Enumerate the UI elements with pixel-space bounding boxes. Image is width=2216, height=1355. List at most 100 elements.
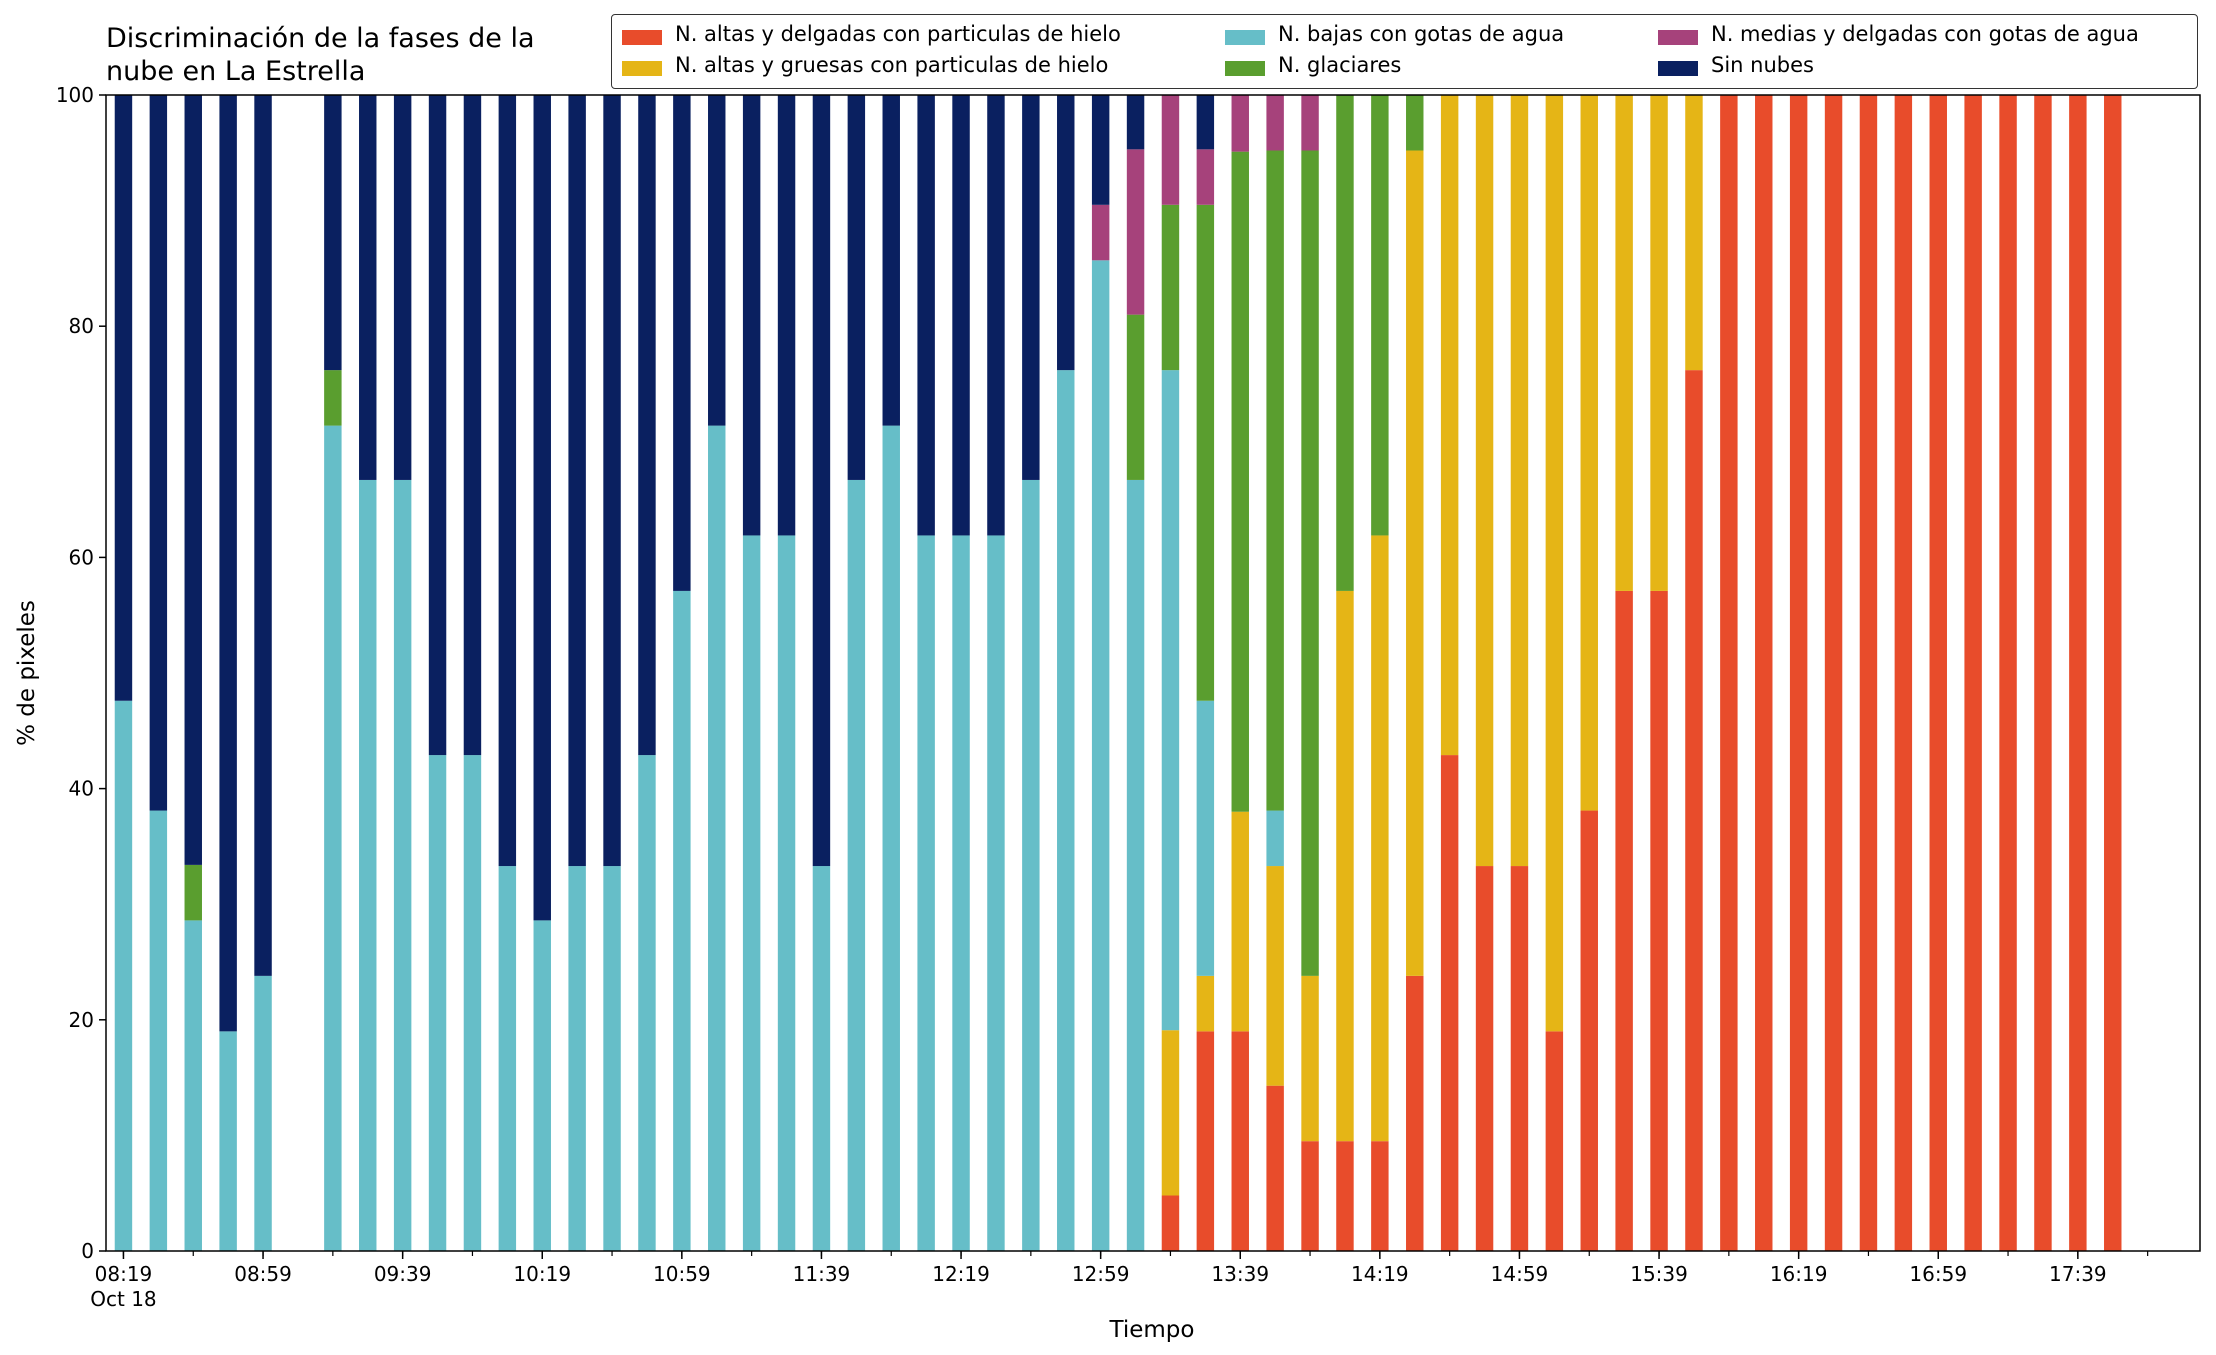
x-tick-label: 14:59 bbox=[1491, 1262, 1549, 1286]
x-tick-label: 13:39 bbox=[1211, 1262, 1269, 1286]
x-tick-label: 12:19 bbox=[932, 1262, 990, 1286]
bar-segment-sn bbox=[777, 95, 796, 536]
y-tick-label: 100 bbox=[56, 83, 94, 107]
bar-segment-gl bbox=[1126, 314, 1145, 480]
bar-segment-ad bbox=[1929, 95, 1947, 1251]
x-tick-label: 09:39 bbox=[374, 1262, 432, 1286]
bar-segment-sn bbox=[917, 95, 935, 536]
bar-segment-ag bbox=[1685, 95, 1703, 371]
bar-segment-sn bbox=[254, 95, 272, 976]
bar-segment-sn bbox=[393, 95, 412, 480]
legend-swatch bbox=[1225, 30, 1265, 45]
plot-frame bbox=[105, 94, 2201, 1252]
x-tick-label: 11:39 bbox=[793, 1262, 851, 1286]
y-tick-label: 40 bbox=[69, 777, 94, 801]
bar-segment-sn bbox=[359, 95, 377, 480]
chart-title-line-2: nube en La Estrella bbox=[106, 56, 366, 87]
x-tick-sublabel: Oct 18 bbox=[90, 1287, 156, 1311]
bar-segment-sn bbox=[219, 95, 237, 1032]
bar-segment-ad bbox=[1231, 1031, 1249, 1251]
bar-segment-ag bbox=[1615, 95, 1633, 591]
bar-segment-bw bbox=[952, 535, 970, 1251]
x-tick-label: 16:19 bbox=[1770, 1262, 1828, 1286]
bar-segment-ag bbox=[1545, 95, 1564, 1032]
bar-segment-md bbox=[1091, 204, 1110, 261]
bar-segment-gl bbox=[1371, 95, 1389, 536]
x-tick-label: 10:19 bbox=[513, 1262, 571, 1286]
bar-segment-ag bbox=[1196, 975, 1215, 1032]
legend-swatch bbox=[622, 30, 662, 45]
bar-segment-md bbox=[1266, 95, 1284, 151]
bar-segment-ad bbox=[1824, 95, 1843, 1251]
bar-segment-sn bbox=[708, 95, 726, 426]
bar-segment-ag bbox=[1231, 811, 1249, 1032]
bar-segment-ad bbox=[1720, 95, 1738, 1251]
bar-segment-ad bbox=[1685, 370, 1703, 1251]
y-tick-label: 20 bbox=[69, 1008, 94, 1032]
bar-segment-ad bbox=[1545, 1031, 1564, 1251]
bar-segment-bw bbox=[149, 810, 168, 1251]
bar-segment-sn bbox=[498, 95, 517, 867]
x-tick-label: 08:59 bbox=[234, 1262, 292, 1286]
x-tick-label: 17:39 bbox=[2049, 1262, 2107, 1286]
bar-segment-gl bbox=[1196, 204, 1215, 701]
legend-label: N. medias y delgadas con gotas de agua bbox=[1711, 22, 2139, 46]
bar-segment-sn bbox=[568, 95, 586, 867]
x-tick-label: 16:59 bbox=[1909, 1262, 1967, 1286]
bar-segment-sn bbox=[673, 95, 691, 591]
bar-segment-sn bbox=[324, 95, 342, 371]
bar-segment-sn bbox=[149, 95, 168, 811]
bar-segment-bw bbox=[1161, 370, 1180, 1031]
bar-segment-ad bbox=[2104, 95, 2122, 1251]
bar-segment-sn bbox=[1022, 95, 1040, 480]
bar-segment-bw bbox=[1196, 700, 1215, 976]
bar-segment-sn bbox=[603, 95, 621, 867]
bar-segment-bw bbox=[428, 755, 447, 1251]
bar-segment-sn bbox=[1057, 95, 1075, 371]
legend-label: N. altas y delgadas con particulas de hi… bbox=[675, 22, 1121, 46]
bar-segment-sn bbox=[533, 95, 551, 921]
bar-segment-ad bbox=[1336, 1141, 1354, 1251]
bar-segment-ag bbox=[1161, 1030, 1180, 1196]
bar-segment-ad bbox=[1440, 755, 1459, 1251]
bar-segment-bw bbox=[917, 535, 935, 1251]
bar-segment-ad bbox=[2034, 95, 2052, 1251]
legend-label: N. glaciares bbox=[1278, 53, 1402, 77]
bar-segment-bw bbox=[324, 425, 342, 1251]
legend-swatch bbox=[1658, 61, 1698, 76]
bar-segment-sn bbox=[1126, 95, 1145, 150]
bar-segment-bw bbox=[708, 425, 726, 1251]
bar-segment-ag bbox=[1580, 95, 1598, 811]
bar-segment-bw bbox=[603, 866, 621, 1251]
bar-segment-bw bbox=[882, 425, 900, 1251]
bar-segment-gl bbox=[1161, 204, 1180, 371]
bar-segment-ad bbox=[2069, 95, 2087, 1251]
bar-segment-ad bbox=[1615, 590, 1633, 1251]
x-tick-label: 08:19 bbox=[95, 1262, 153, 1286]
bar-segment-sn bbox=[812, 95, 831, 867]
bar-segment-md bbox=[1126, 149, 1145, 315]
bar-segment-sn bbox=[952, 95, 970, 536]
bar-segment-ad bbox=[1964, 95, 1982, 1251]
y-axis-label: % de pixeles bbox=[14, 600, 40, 746]
bar-segment-bw bbox=[1266, 810, 1284, 867]
bar-segment-bw bbox=[812, 866, 831, 1251]
bar-segment-bw bbox=[393, 479, 412, 1251]
bar-segment-md bbox=[1161, 95, 1180, 205]
x-tick-label: 15:39 bbox=[1630, 1262, 1688, 1286]
bar-segment-md bbox=[1301, 95, 1319, 151]
bar-segment-sn bbox=[463, 95, 482, 756]
bar-segment-md bbox=[1231, 95, 1249, 152]
bar-segment-bw bbox=[463, 755, 482, 1251]
bar-segment-bw bbox=[254, 975, 272, 1251]
bar-segment-ad bbox=[1789, 95, 1808, 1251]
bar-segment-bw bbox=[847, 479, 866, 1251]
bar-segment-sn bbox=[184, 95, 202, 865]
bar-segment-ad bbox=[1301, 1141, 1319, 1251]
bar-segment-bw bbox=[114, 700, 133, 1251]
bar-segment-bw bbox=[987, 535, 1005, 1251]
bar-segment-ag bbox=[1440, 95, 1459, 756]
x-axis-label: Tiempo bbox=[1109, 1317, 1195, 1343]
